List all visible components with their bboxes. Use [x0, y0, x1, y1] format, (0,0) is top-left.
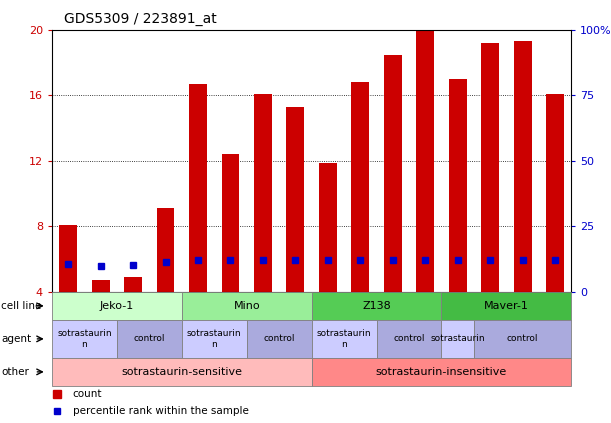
Bar [287, 107, 304, 292]
Bar [52, 292, 182, 320]
Text: percentile rank within the sample: percentile rank within the sample [73, 406, 249, 416]
Bar [247, 320, 312, 358]
Bar [189, 84, 207, 292]
Text: Maver-1: Maver-1 [484, 301, 529, 311]
Bar [312, 292, 442, 320]
Bar [124, 277, 142, 292]
Text: Mino: Mino [233, 301, 260, 311]
Bar [52, 358, 312, 386]
Text: control: control [263, 335, 295, 343]
Text: cell line: cell line [1, 301, 42, 311]
Text: GDS5309 / 223891_at: GDS5309 / 223891_at [64, 12, 217, 26]
Text: sotrastaurin-insensitive: sotrastaurin-insensitive [376, 367, 507, 377]
Bar [384, 55, 401, 292]
Text: control: control [393, 335, 425, 343]
Bar [351, 82, 369, 292]
Bar [514, 41, 532, 292]
Bar [117, 320, 182, 358]
Bar [442, 292, 571, 320]
Bar [546, 94, 564, 292]
Bar [416, 30, 434, 292]
Text: sotrastaurin: sotrastaurin [430, 335, 485, 343]
Bar [474, 320, 571, 358]
Text: sotrastaurin
n: sotrastaurin n [316, 329, 371, 349]
Text: count: count [73, 389, 102, 398]
Text: Jeko-1: Jeko-1 [100, 301, 134, 311]
Text: control: control [134, 335, 165, 343]
Bar [182, 320, 247, 358]
Bar [319, 162, 337, 292]
Bar [312, 320, 376, 358]
Bar [442, 320, 474, 358]
Bar [92, 280, 109, 292]
Text: sotrastaurin
n: sotrastaurin n [57, 329, 112, 349]
Bar [481, 43, 499, 292]
Text: agent: agent [1, 334, 31, 344]
Bar [222, 154, 240, 292]
Bar [254, 94, 272, 292]
Text: Z138: Z138 [362, 301, 391, 311]
Bar [182, 292, 312, 320]
Bar [52, 320, 117, 358]
Bar [156, 209, 175, 292]
Text: control: control [507, 335, 538, 343]
Bar [59, 225, 77, 292]
Bar [312, 358, 571, 386]
Text: sotrastaurin
n: sotrastaurin n [187, 329, 241, 349]
Bar [376, 320, 442, 358]
Bar [448, 79, 467, 292]
Text: other: other [1, 367, 29, 377]
Text: sotrastaurin-sensitive: sotrastaurin-sensitive [121, 367, 243, 377]
